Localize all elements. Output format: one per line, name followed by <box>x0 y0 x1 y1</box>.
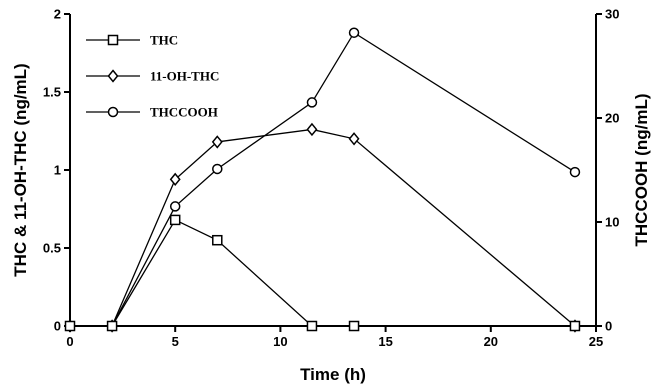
point-thc-5 <box>348 320 360 332</box>
y2-tick-label-2: 20 <box>605 111 619 126</box>
y2-tick-label-0: 0 <box>605 319 612 334</box>
point-thc-0 <box>64 320 76 332</box>
point-thc-6 <box>569 320 581 332</box>
point-11-oh-thc-2 <box>169 172 181 187</box>
series <box>64 27 581 333</box>
legend-label-thc: THC <box>150 33 178 48</box>
y2-axis-title: THCCOOH (ng/mL) <box>632 94 651 247</box>
x-tick-label-4: 20 <box>484 334 498 349</box>
legend-marker-thccooh <box>107 106 119 118</box>
legend-marker-thc <box>107 34 119 46</box>
x-tick-label-5: 25 <box>589 334 603 349</box>
x-axis-title: Time (h) <box>300 365 366 384</box>
series-thccooh <box>64 27 581 332</box>
y2-tick-label-1: 10 <box>605 215 619 230</box>
series-line-thccooh <box>70 31 576 327</box>
y2-tick-label-3: 30 <box>605 7 619 22</box>
series-11-oh-thc <box>64 122 581 333</box>
point-11-oh-thc-4 <box>306 122 318 137</box>
series-line-11-oh-thc <box>70 128 576 327</box>
point-thc-4 <box>306 320 318 332</box>
point-thccooh-2 <box>169 201 181 212</box>
legend: THC 11-OH-THC THCCOOH <box>86 33 219 120</box>
point-thc-2 <box>169 214 181 226</box>
x-tick-label-1: 5 <box>172 334 179 349</box>
point-11-oh-thc-3 <box>211 135 223 149</box>
point-thccooh-3 <box>212 163 223 175</box>
legend-marker-11-oh-thc <box>107 69 119 83</box>
y-tick-label-1: 0.5 <box>43 241 61 256</box>
series-thc <box>64 214 581 332</box>
y-tick-label-4: 2 <box>54 7 61 22</box>
y-tick-label-0: 0 <box>54 319 61 334</box>
axes <box>69 14 597 327</box>
y-tick-label-2: 1 <box>54 163 61 178</box>
point-thc-1 <box>106 320 118 332</box>
point-11-oh-thc-5 <box>348 132 360 146</box>
legend-label-11-oh-thc: 11-OH-THC <box>150 69 219 84</box>
y-axis-title: THC & 11-OH-THC (ng/mL) <box>11 63 30 276</box>
point-thccooh-6 <box>569 166 581 178</box>
x-tick-label-2: 10 <box>273 334 287 349</box>
x-tick-label-0: 0 <box>66 334 73 349</box>
point-thccooh-5 <box>348 27 360 38</box>
series-line-thc <box>70 219 575 327</box>
y-tick-label-3: 1.5 <box>43 85 61 100</box>
point-thc-3 <box>212 234 223 246</box>
x-tick-label-3: 15 <box>378 334 392 349</box>
point-thccooh-4 <box>306 97 318 108</box>
legend-label-thccooh: THCCOOH <box>150 105 218 120</box>
